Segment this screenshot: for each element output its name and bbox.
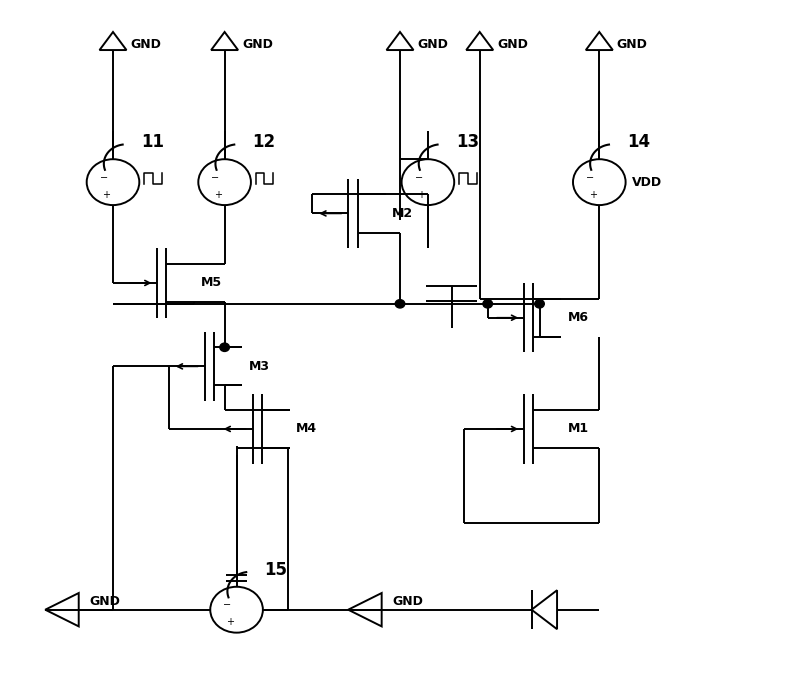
Text: −: − — [414, 172, 422, 183]
Text: +: + — [214, 190, 222, 200]
Text: M1: M1 — [567, 422, 589, 436]
Text: 15: 15 — [265, 561, 287, 579]
Text: +: + — [102, 190, 110, 200]
Text: 12: 12 — [253, 133, 276, 151]
Text: GND: GND — [498, 38, 528, 51]
Text: 11: 11 — [141, 133, 164, 151]
Text: M2: M2 — [392, 207, 413, 220]
Text: VDD: VDD — [632, 176, 662, 188]
Circle shape — [483, 299, 493, 308]
Text: +: + — [226, 617, 234, 628]
Text: GND: GND — [130, 38, 162, 51]
Text: M5: M5 — [201, 276, 222, 290]
Text: −: − — [100, 172, 108, 183]
Circle shape — [395, 299, 405, 308]
Text: GND: GND — [392, 595, 423, 608]
Text: +: + — [418, 190, 426, 200]
Circle shape — [220, 343, 230, 351]
Text: GND: GND — [89, 595, 120, 608]
Text: −: − — [211, 172, 219, 183]
Text: M3: M3 — [249, 360, 270, 373]
Text: GND: GND — [418, 38, 449, 51]
Text: −: − — [223, 600, 231, 610]
Text: GND: GND — [242, 38, 273, 51]
Text: 13: 13 — [456, 133, 479, 151]
Text: −: − — [586, 172, 594, 183]
Text: 14: 14 — [627, 133, 650, 151]
Text: M4: M4 — [296, 422, 318, 436]
Text: M6: M6 — [567, 311, 589, 324]
Circle shape — [534, 299, 544, 308]
Text: GND: GND — [617, 38, 648, 51]
Text: +: + — [589, 190, 597, 200]
